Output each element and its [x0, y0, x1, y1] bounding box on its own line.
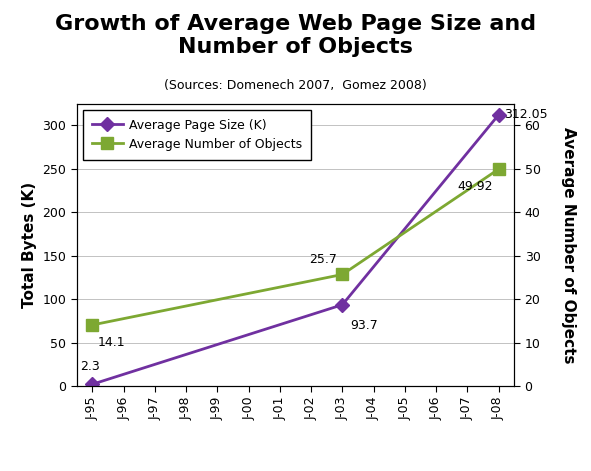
- Average Page Size (K): [495, 112, 502, 118]
- Average Number of Objects: [89, 322, 96, 328]
- Average Number of Objects: [339, 272, 346, 277]
- Average Page Size (K): [339, 302, 346, 308]
- Text: 312.05: 312.05: [504, 108, 548, 122]
- Average Page Size (K): [89, 382, 96, 387]
- Line: Average Page Size (K): Average Page Size (K): [87, 110, 504, 389]
- Average Number of Objects: [495, 166, 502, 172]
- Legend: Average Page Size (K), Average Number of Objects: Average Page Size (K), Average Number of…: [83, 110, 311, 160]
- Text: 14.1: 14.1: [98, 336, 126, 349]
- Y-axis label: Average Number of Objects: Average Number of Objects: [561, 127, 576, 363]
- Text: 93.7: 93.7: [350, 319, 378, 332]
- Text: Growth of Average Web Page Size and
Number of Objects: Growth of Average Web Page Size and Numb…: [55, 14, 536, 57]
- Text: 25.7: 25.7: [309, 253, 337, 266]
- Text: (Sources: Domenech 2007,  Gomez 2008): (Sources: Domenech 2007, Gomez 2008): [164, 79, 427, 92]
- Y-axis label: Total Bytes (K): Total Bytes (K): [22, 182, 37, 308]
- Text: 49.92: 49.92: [457, 180, 493, 193]
- Line: Average Number of Objects: Average Number of Objects: [87, 163, 504, 331]
- Text: 2.3: 2.3: [80, 360, 99, 373]
